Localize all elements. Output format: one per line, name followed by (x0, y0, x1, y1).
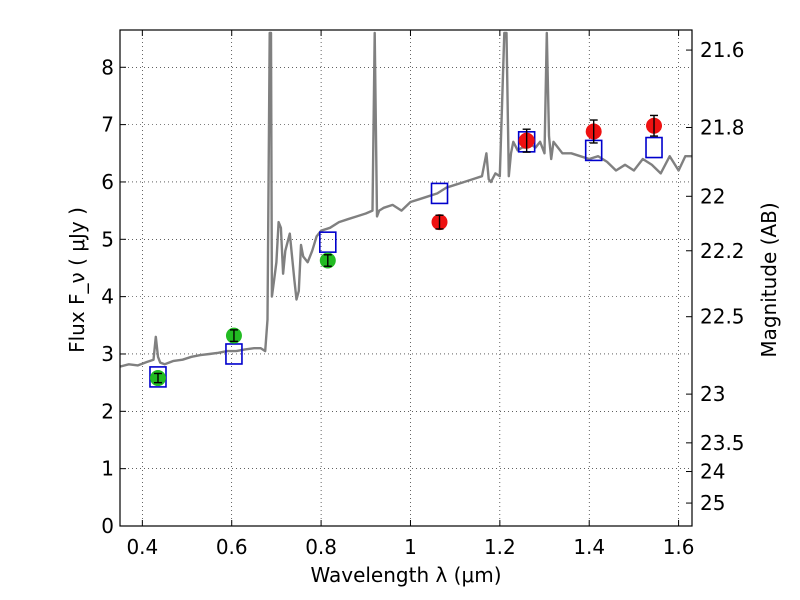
model-square-marker (430, 182, 449, 205)
data-markers (149, 114, 663, 388)
x-tick-label: 1 (404, 535, 417, 559)
right-tick-label: 23.5 (700, 431, 745, 455)
y-tick-label: 3 (101, 342, 114, 366)
y-tick-label: 2 (101, 399, 114, 423)
right-tick-label: 22.2 (700, 239, 745, 263)
axis-ticks: 0.4 0.6 0.8 1 1.2 1.4 1.601234567821.621.82222… (101, 30, 745, 559)
model-square-marker (318, 231, 337, 253)
y-tick-label: 0 (101, 514, 114, 538)
right-tick-label: 24 (700, 460, 725, 484)
plot-background (120, 30, 692, 526)
y-tick-label: 6 (101, 170, 114, 194)
y-tick-label: 1 (101, 457, 114, 481)
right-tick-label: 21.8 (700, 115, 745, 139)
right-tick-label: 23 (700, 382, 725, 406)
right-tick-label: 22.5 (700, 305, 745, 329)
x-tick-label: 1.4 (573, 535, 605, 559)
plot-frame (119, 29, 693, 527)
x-tick-label: 1.6 (663, 535, 695, 559)
spectrum-line (120, 31, 692, 368)
y-axis-label: Flux F_ν ( μJy ) (65, 207, 89, 353)
model-square-marker (225, 343, 243, 365)
model-square-marker (645, 136, 663, 159)
x-tick-label: 0.8 (305, 535, 337, 559)
data-series (120, 31, 692, 368)
y-tick-label: 5 (101, 227, 114, 251)
right-tick-label: 25 (700, 491, 725, 515)
x-axis-label: Wavelength λ (μm) (310, 563, 501, 587)
y-tick-label: 8 (101, 55, 114, 79)
right-tick-label: 22 (700, 184, 725, 208)
x-tick-label: 1.2 (484, 535, 516, 559)
model-square-marker (149, 366, 167, 388)
right-tick-label: 21.6 (700, 38, 745, 62)
y-tick-label: 7 (101, 113, 114, 137)
x-tick-label: 0.4 (126, 535, 158, 559)
y-axis-right-label: Magnitude (AB) (757, 202, 781, 357)
y-tick-label: 4 (101, 285, 114, 309)
x-tick-label: 0.6 (216, 535, 248, 559)
